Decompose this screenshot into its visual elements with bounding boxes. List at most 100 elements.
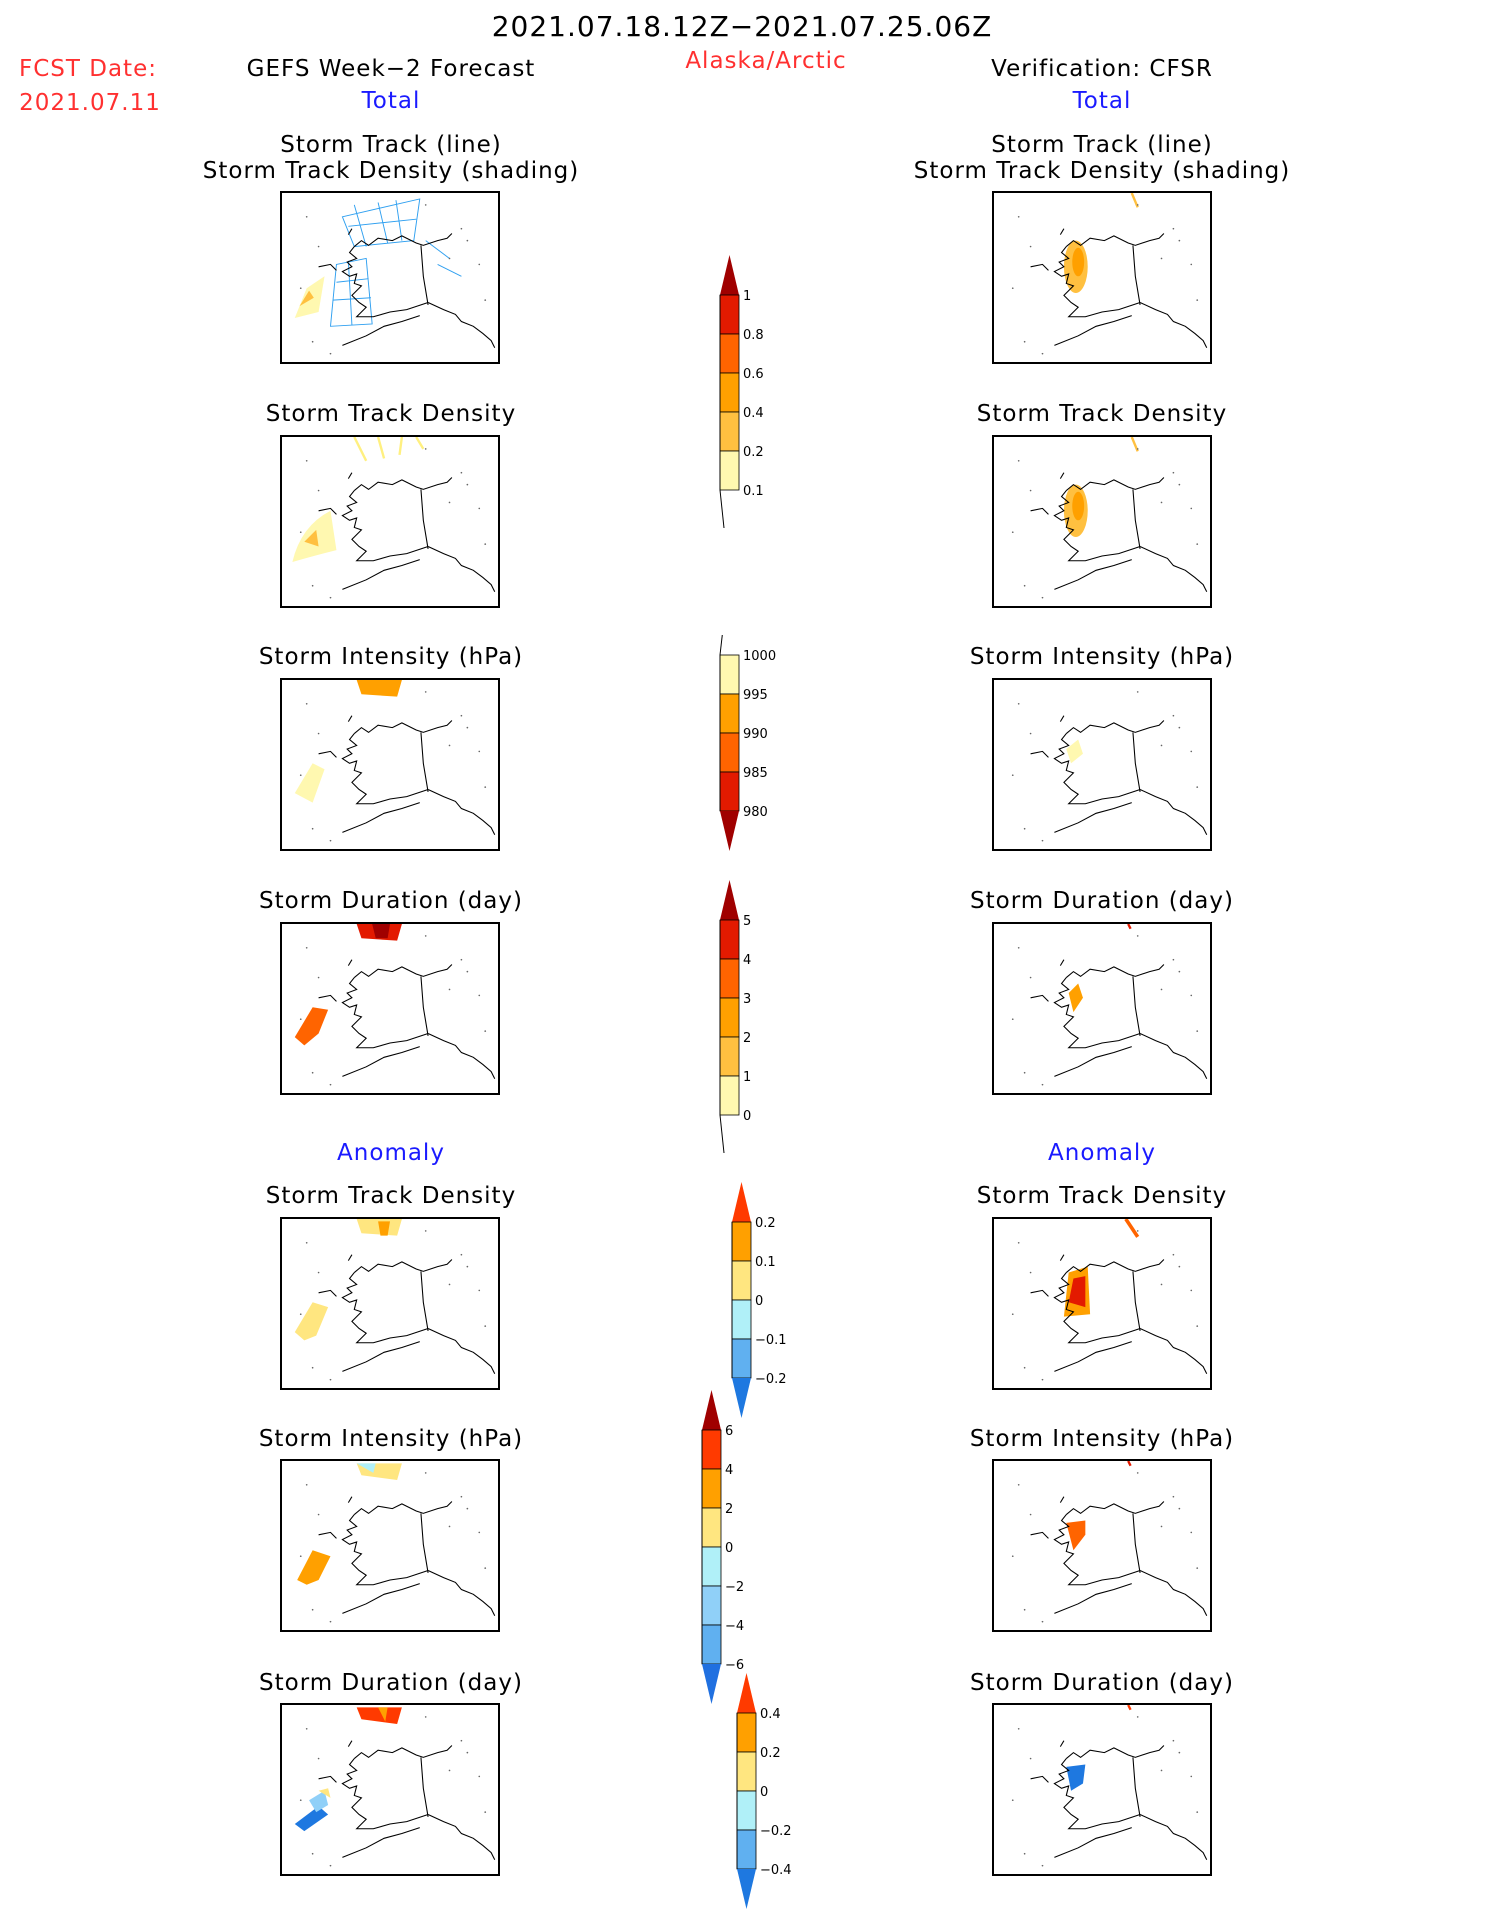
colorbar-tick-label: 4 bbox=[743, 953, 751, 968]
colorbar-arrow-bottom bbox=[702, 1664, 721, 1704]
colorbar-arrow-top bbox=[702, 1390, 721, 1430]
title-anom-density-r: Storm Track Density bbox=[976, 1183, 1228, 1209]
map-cfsr-density bbox=[992, 435, 1212, 608]
colorbar-segment bbox=[719, 997, 740, 1038]
title-track-shading-l: Storm Track Density (shading) bbox=[202, 158, 580, 184]
title-anom-density-l: Storm Track Density bbox=[265, 1183, 517, 1209]
colorbar-segment bbox=[736, 1790, 757, 1831]
map-forecast-intensity bbox=[280, 678, 500, 851]
left-title: GEFS Week−2 Forecast bbox=[246, 56, 536, 82]
alaska-coastline bbox=[318, 228, 496, 348]
right-total-label: Total bbox=[1072, 88, 1132, 114]
colorbar-segment bbox=[719, 294, 740, 335]
colorbar-segment bbox=[736, 1751, 757, 1792]
colorbar-tick-label: 0.1 bbox=[743, 484, 764, 499]
map-forecast-density bbox=[280, 435, 500, 608]
colorbar-tick-label: 6 bbox=[725, 1424, 733, 1439]
colorbar-segment bbox=[719, 732, 740, 773]
colorbar-tick-label: −4 bbox=[725, 1619, 744, 1634]
colorbar-tick-label: 5 bbox=[743, 914, 751, 929]
colorbar-tick-label: 0.6 bbox=[743, 367, 764, 382]
colorbar-segment bbox=[701, 1624, 722, 1665]
fcst-date: 2021.07.11 bbox=[19, 90, 161, 116]
title-anom-duration-l: Storm Duration (day) bbox=[259, 1670, 523, 1696]
colorbar-tick-label: −2 bbox=[725, 1580, 744, 1595]
colorbar-intensity: 1000 995 990 985 980 bbox=[719, 635, 776, 851]
colorbar-segment bbox=[736, 1829, 757, 1870]
map-cfsr-track bbox=[992, 191, 1212, 364]
colorbar-tick-label: 0 bbox=[725, 1541, 733, 1556]
alaska-coastline bbox=[1030, 472, 1208, 592]
map-cfsr-anom-intensity bbox=[992, 1459, 1212, 1632]
colorbar-tick-label: 985 bbox=[743, 766, 768, 781]
alaska-coastline bbox=[1030, 1496, 1208, 1616]
colorbar-tick-label: 0 bbox=[755, 1294, 763, 1309]
map-cfsr-duration bbox=[992, 922, 1212, 1095]
colorbar-tick-label: 0.1 bbox=[755, 1255, 776, 1270]
colorbar-segment bbox=[701, 1429, 722, 1470]
colorbar-segment bbox=[719, 1036, 740, 1077]
title-track-line-l: Storm Track (line) bbox=[280, 132, 502, 158]
title-density-r: Storm Track Density bbox=[976, 401, 1228, 427]
alaska-coastline bbox=[318, 472, 496, 592]
title-track-line-r: Storm Track (line) bbox=[991, 132, 1213, 158]
colorbar-segment bbox=[719, 411, 740, 452]
alaska-coastline bbox=[1030, 959, 1208, 1079]
colorbar-arrow-top bbox=[732, 1182, 751, 1222]
colorbar-arrow-bottom bbox=[720, 811, 739, 851]
colorbar-duration-anomaly: 0.4 0.2 0 −0.2 −0.4 bbox=[736, 1673, 792, 1909]
colorbar-tick-label: 3 bbox=[743, 992, 751, 1007]
colorbar-arrow-top bbox=[720, 255, 739, 295]
colorbar-tick-label: 1000 bbox=[743, 649, 776, 664]
colorbar-segment bbox=[719, 450, 740, 491]
colorbar-tick-label: 0.4 bbox=[760, 1707, 781, 1722]
colorbar-tail-bottom bbox=[719, 1114, 725, 1154]
colorbar-segment bbox=[719, 372, 740, 413]
colorbar-tick-label: 0.2 bbox=[760, 1746, 781, 1761]
title-duration-r: Storm Duration (day) bbox=[970, 888, 1234, 914]
alaska-coastline bbox=[1030, 1254, 1208, 1374]
colorbar-density-anomaly: 0.2 0.1 0 −0.1 −0.2 bbox=[731, 1182, 787, 1418]
colorbar-tick-label: 0 bbox=[760, 1785, 768, 1800]
colorbar-tick-label: −0.2 bbox=[760, 1824, 792, 1839]
colorbar-segment bbox=[731, 1338, 752, 1379]
colorbar-segment bbox=[731, 1299, 752, 1340]
alaska-coastline bbox=[318, 1254, 496, 1374]
map-cfsr-anom-density bbox=[992, 1217, 1212, 1390]
map-forecast-track bbox=[280, 191, 500, 364]
title-anom-duration-r: Storm Duration (day) bbox=[970, 1670, 1234, 1696]
colorbar-arrow-top bbox=[720, 880, 739, 920]
colorbar-segment bbox=[719, 919, 740, 960]
alaska-coastline bbox=[1030, 1740, 1208, 1860]
right-anomaly-label: Anomaly bbox=[1048, 1140, 1156, 1166]
colorbar-segment bbox=[719, 333, 740, 374]
colorbar-arrow-top bbox=[737, 1673, 756, 1713]
period-title: 2021.07.18.12Z−2021.07.25.06Z bbox=[491, 10, 993, 43]
alaska-coastline bbox=[1030, 715, 1208, 835]
right-title: Verification: CFSR bbox=[991, 56, 1213, 82]
colorbar-tick-label: 0.8 bbox=[743, 328, 764, 343]
colorbar-tick-label: 0 bbox=[743, 1109, 751, 1124]
colorbar-segment bbox=[719, 958, 740, 999]
map-forecast-anom-density bbox=[280, 1217, 500, 1390]
colorbar-tick-label: 1 bbox=[743, 289, 751, 304]
alaska-coastline bbox=[318, 1496, 496, 1616]
title-anom-intensity-l: Storm Intensity (hPa) bbox=[258, 1426, 524, 1452]
title-duration-l: Storm Duration (day) bbox=[259, 888, 523, 914]
map-cfsr-anom-duration bbox=[992, 1703, 1212, 1876]
colorbar-segment bbox=[736, 1712, 757, 1753]
colorbar-segment bbox=[701, 1468, 722, 1509]
left-anomaly-label: Anomaly bbox=[337, 1140, 445, 1166]
colorbar-segment bbox=[731, 1260, 752, 1301]
fcst-label: FCST Date: bbox=[19, 56, 157, 82]
colorbar-tick-label: 2 bbox=[743, 1031, 751, 1046]
alaska-coastline bbox=[318, 715, 496, 835]
colorbar-tick-label: 1 bbox=[743, 1070, 751, 1085]
colorbar-segment bbox=[719, 771, 740, 812]
colorbar-tail-bottom bbox=[719, 489, 725, 529]
title-anom-intensity-r: Storm Intensity (hPa) bbox=[969, 1426, 1235, 1452]
colorbar-segment bbox=[701, 1546, 722, 1587]
colorbar-segment bbox=[719, 654, 740, 695]
map-forecast-anom-duration bbox=[280, 1703, 500, 1876]
